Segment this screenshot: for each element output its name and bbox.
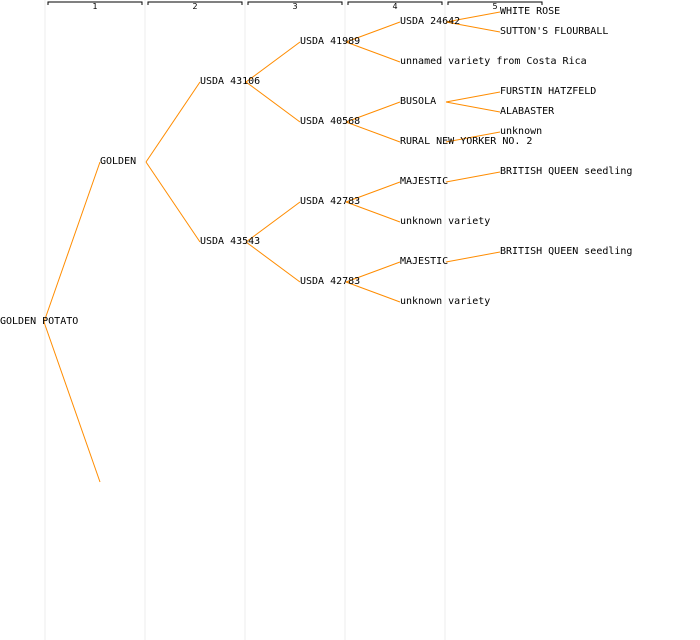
generation-number: 1: [92, 2, 97, 11]
generation-number: 5: [492, 2, 497, 11]
generation-number: 4: [392, 2, 397, 11]
pedigree-link: [345, 281, 401, 303]
generation-bracket: [47, 1, 143, 5]
generation-bracket: [347, 1, 443, 5]
generation-headers: 1 2 3 4 5: [47, 1, 543, 11]
pedigree-link: [245, 241, 301, 283]
variety-node[interactable]: GOLDEN POTATO: [0, 316, 79, 327]
pedigree-link: [43, 321, 101, 483]
pedigree-link: [445, 101, 501, 113]
variety-node[interactable]: ALABASTER: [500, 106, 555, 117]
variety-node[interactable]: WHITE ROSE: [500, 6, 561, 17]
pedigree-link: [345, 261, 401, 283]
variety-node[interactable]: BRITISH QUEEN seedling: [500, 246, 633, 257]
pedigree-link: [345, 101, 401, 123]
variety-node[interactable]: USDA 42783: [300, 196, 361, 207]
variety-node[interactable]: MAJESTIC: [400, 176, 449, 187]
pedigree-link: [345, 181, 401, 203]
variety-node[interactable]: unknown variety: [400, 216, 491, 227]
variety-node[interactable]: USDA 43543: [200, 236, 261, 247]
variety-node[interactable]: unnamed variety from Costa Rica: [400, 56, 587, 67]
generation-columns: [44, 0, 446, 640]
variety-node[interactable]: unknown: [500, 126, 543, 137]
pedigree-link: [145, 81, 201, 163]
variety-node[interactable]: FURSTIN HATZFELD: [500, 86, 597, 97]
pedigree-link: [445, 21, 501, 33]
generation-number: 2: [192, 2, 197, 11]
generation-bracket: [247, 1, 343, 5]
generation-number: 3: [292, 2, 297, 11]
pedigree-link: [345, 41, 401, 63]
pedigree-link: [245, 81, 301, 123]
pedigree-link: [445, 131, 501, 143]
variety-node[interactable]: USDA 42783: [300, 276, 361, 287]
variety-node[interactable]: USDA 24642: [400, 16, 461, 27]
pedigree-link: [245, 201, 301, 243]
variety-node[interactable]: BRITISH QUEEN seedling: [500, 166, 633, 177]
pedigree-link: [43, 161, 101, 323]
generation-bracket: [147, 1, 243, 5]
variety-node[interactable]: USDA 40568: [300, 116, 361, 127]
generation-bracket: [447, 1, 543, 5]
variety-node[interactable]: USDA 43106: [200, 76, 261, 87]
variety-node[interactable]: BUSOLA: [400, 96, 437, 107]
variety-node[interactable]: RURAL NEW YORKER NO. 2: [400, 136, 533, 147]
variety-node[interactable]: MAJESTIC: [400, 256, 449, 267]
variety-node[interactable]: USDA 41989: [300, 36, 361, 47]
pedigree-link: [245, 41, 301, 83]
variety-node[interactable]: SUTTON'S FLOURBALL: [500, 26, 609, 37]
pedigree-link: [345, 21, 401, 43]
pedigree-link: [445, 11, 501, 23]
pedigree-link: [445, 171, 501, 183]
pedigree-link: [345, 121, 401, 143]
pedigree-link: [445, 91, 501, 103]
variety-node[interactable]: GOLDEN: [100, 156, 137, 167]
pedigree-link: [445, 251, 501, 263]
pedigree-links: [43, 11, 501, 483]
pedigree-link: [345, 201, 401, 223]
pedigree-link: [145, 161, 201, 243]
variety-node[interactable]: unknown variety: [400, 296, 491, 307]
